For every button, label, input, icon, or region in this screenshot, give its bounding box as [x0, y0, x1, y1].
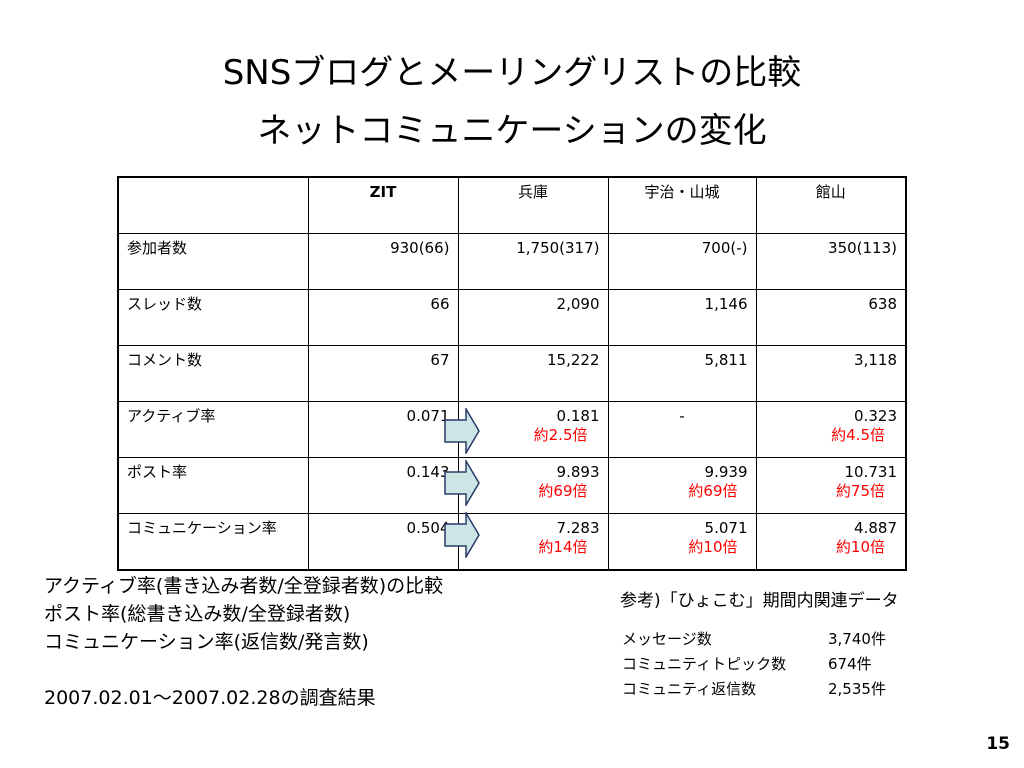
table-cell: 66: [307, 289, 459, 346]
table-row: 参加者数 930(66) 1,750(317) 700(-) 350(113): [117, 233, 907, 290]
table-header-cell: 宇治・山城: [607, 176, 757, 234]
table-cell: 1,146: [607, 289, 757, 346]
slide-title-line1: SNSブログとメーリングリストの比較: [222, 53, 802, 93]
table-row: ポスト率 0.143 9.893 約69倍 9.939 約69倍 10.731 約75…: [117, 457, 907, 514]
row-label: ポスト率: [117, 457, 309, 514]
cell-value: 3,118: [854, 351, 897, 369]
ratio-label: 約10倍: [835, 538, 885, 556]
cell-value: 5.071: [704, 519, 748, 537]
reference-label: コミュニティトピック数: [622, 655, 787, 673]
table-cell: -: [607, 401, 757, 458]
table-cell: 0.071: [307, 401, 459, 458]
cell-value: 2,090: [556, 295, 600, 313]
table-cell: 2,090: [457, 289, 609, 346]
table-header-cell: [117, 176, 309, 234]
cell-value: 67: [430, 351, 450, 369]
table-cell: 638: [755, 289, 907, 346]
cell-value: 5,811: [704, 351, 748, 369]
cell-value: 638: [868, 295, 897, 313]
reference-row: メッセージ数 3,740件: [622, 628, 922, 650]
reference-value: 3,740件: [828, 630, 886, 648]
cell-value: 66: [430, 295, 450, 313]
slide-title-line2: ネットコミュニケーションの変化: [257, 111, 767, 151]
table-cell: 9.939 約69倍: [607, 457, 757, 514]
table-cell: 10.731 約75倍: [755, 457, 907, 514]
survey-period: 2007.02.01～2007.02.28の調査結果: [44, 687, 376, 709]
table-cell: 930(66): [307, 233, 459, 290]
table-header-cell: ZIT: [307, 176, 459, 234]
reference-label: メッセージ数: [622, 630, 712, 648]
table-header-row: ZIT 兵庫 宇治・山城 館山: [117, 176, 907, 234]
table-row: スレッド数 66 2,090 1,146 638: [117, 289, 907, 346]
row-label: アクティブ率: [117, 401, 309, 458]
cell-value: 700(-): [701, 239, 748, 257]
cell-value: 1,750(317): [516, 239, 600, 257]
ratio-label: 約75倍: [835, 482, 885, 500]
cell-value: 0.181: [556, 407, 600, 425]
table-header-cell: 館山: [755, 176, 907, 234]
row-label: スレッド数: [117, 289, 309, 346]
page-number: 15: [986, 734, 1010, 754]
note-line: ポスト率(総書き込み数/全登録者数): [44, 603, 351, 625]
comparison-table: ZIT 兵庫 宇治・山城 館山 参加者数 930(66) 1,750(317) …: [117, 176, 907, 571]
cell-value: 350(113): [828, 239, 897, 257]
cell-value: 0.504: [406, 519, 450, 537]
cell-value: 1,146: [704, 295, 748, 313]
table-cell: 7.283 約14倍: [457, 513, 609, 571]
row-label: コミュニケーション率: [117, 513, 309, 571]
reference-title: 参考)「ひょこむ」期間内関連データ: [620, 591, 899, 611]
row-label: 参加者数: [117, 233, 309, 290]
reference-label: コミュニティ返信数: [622, 680, 757, 698]
ratio-label: 約10倍: [688, 538, 738, 556]
cell-value: 4.887: [854, 519, 897, 537]
table-cell: 3,118: [755, 345, 907, 402]
cell-value: 15,222: [547, 351, 600, 369]
reference-row: コミュニティ返信数 2,535件: [622, 678, 922, 700]
cell-value: 9.893: [556, 463, 600, 481]
table-cell: 4.887 約10倍: [755, 513, 907, 571]
table-cell: 5,811: [607, 345, 757, 402]
table-cell: 700(-): [607, 233, 757, 290]
cell-value: 7.283: [556, 519, 600, 537]
reference-row: コミュニティトピック数 674件: [622, 653, 922, 675]
row-label: コメント数: [117, 345, 309, 402]
spacer: [44, 656, 443, 684]
table-cell: 1,750(317): [457, 233, 609, 290]
table-row: コメント数 67 15,222 5,811 3,118: [117, 345, 907, 402]
table-cell: 67: [307, 345, 459, 402]
ratio-label: 約4.5倍: [831, 426, 885, 444]
cell-value: 930(66): [390, 239, 450, 257]
right-arrow-icon: [444, 460, 480, 506]
table-cell: 0.323 約4.5倍: [755, 401, 907, 458]
cell-value: 0.323: [854, 407, 897, 425]
note-line: アクティブ率(書き込み者数/全登録者数)の比較: [44, 575, 444, 597]
table-row: コミュニケーション率 0.504 7.283 約14倍 5.071 約10倍 4.8…: [117, 513, 907, 571]
ratio-label: 約69倍: [538, 482, 588, 500]
right-arrow-icon: [444, 408, 480, 454]
table-cell: 0.181 約2.5倍: [457, 401, 609, 458]
cell-value: 0.143: [406, 463, 450, 481]
table-cell: 0.504: [307, 513, 459, 571]
cell-value: 10.731: [844, 463, 898, 481]
table-cell: 15,222: [457, 345, 609, 402]
definition-notes: アクティブ率(書き込み者数/全登録者数)の比較 ポスト率(総書き込み数/全登録者…: [44, 572, 443, 712]
ratio-label: 約14倍: [538, 538, 588, 556]
table-cell: 5.071 約10倍: [607, 513, 757, 571]
reference-value: 674件: [828, 655, 872, 673]
ratio-label: 約69倍: [688, 482, 738, 500]
right-arrow-icon: [444, 512, 480, 558]
table-row: アクティブ率 0.071 0.181 約2.5倍 - 0.323 約4.5倍: [117, 401, 907, 458]
cell-value: 0.071: [406, 407, 450, 425]
cell-value: -: [679, 407, 685, 425]
ratio-label: 約2.5倍: [533, 426, 588, 444]
table-cell: 350(113): [755, 233, 907, 290]
table-cell: 9.893 約69倍: [457, 457, 609, 514]
note-line: コミュニケーション率(返信数/発言数): [44, 631, 369, 653]
cell-value: 9.939: [704, 463, 748, 481]
table-header-cell: 兵庫: [457, 176, 609, 234]
reference-value: 2,535件: [828, 680, 886, 698]
table-cell: 0.143: [307, 457, 459, 514]
